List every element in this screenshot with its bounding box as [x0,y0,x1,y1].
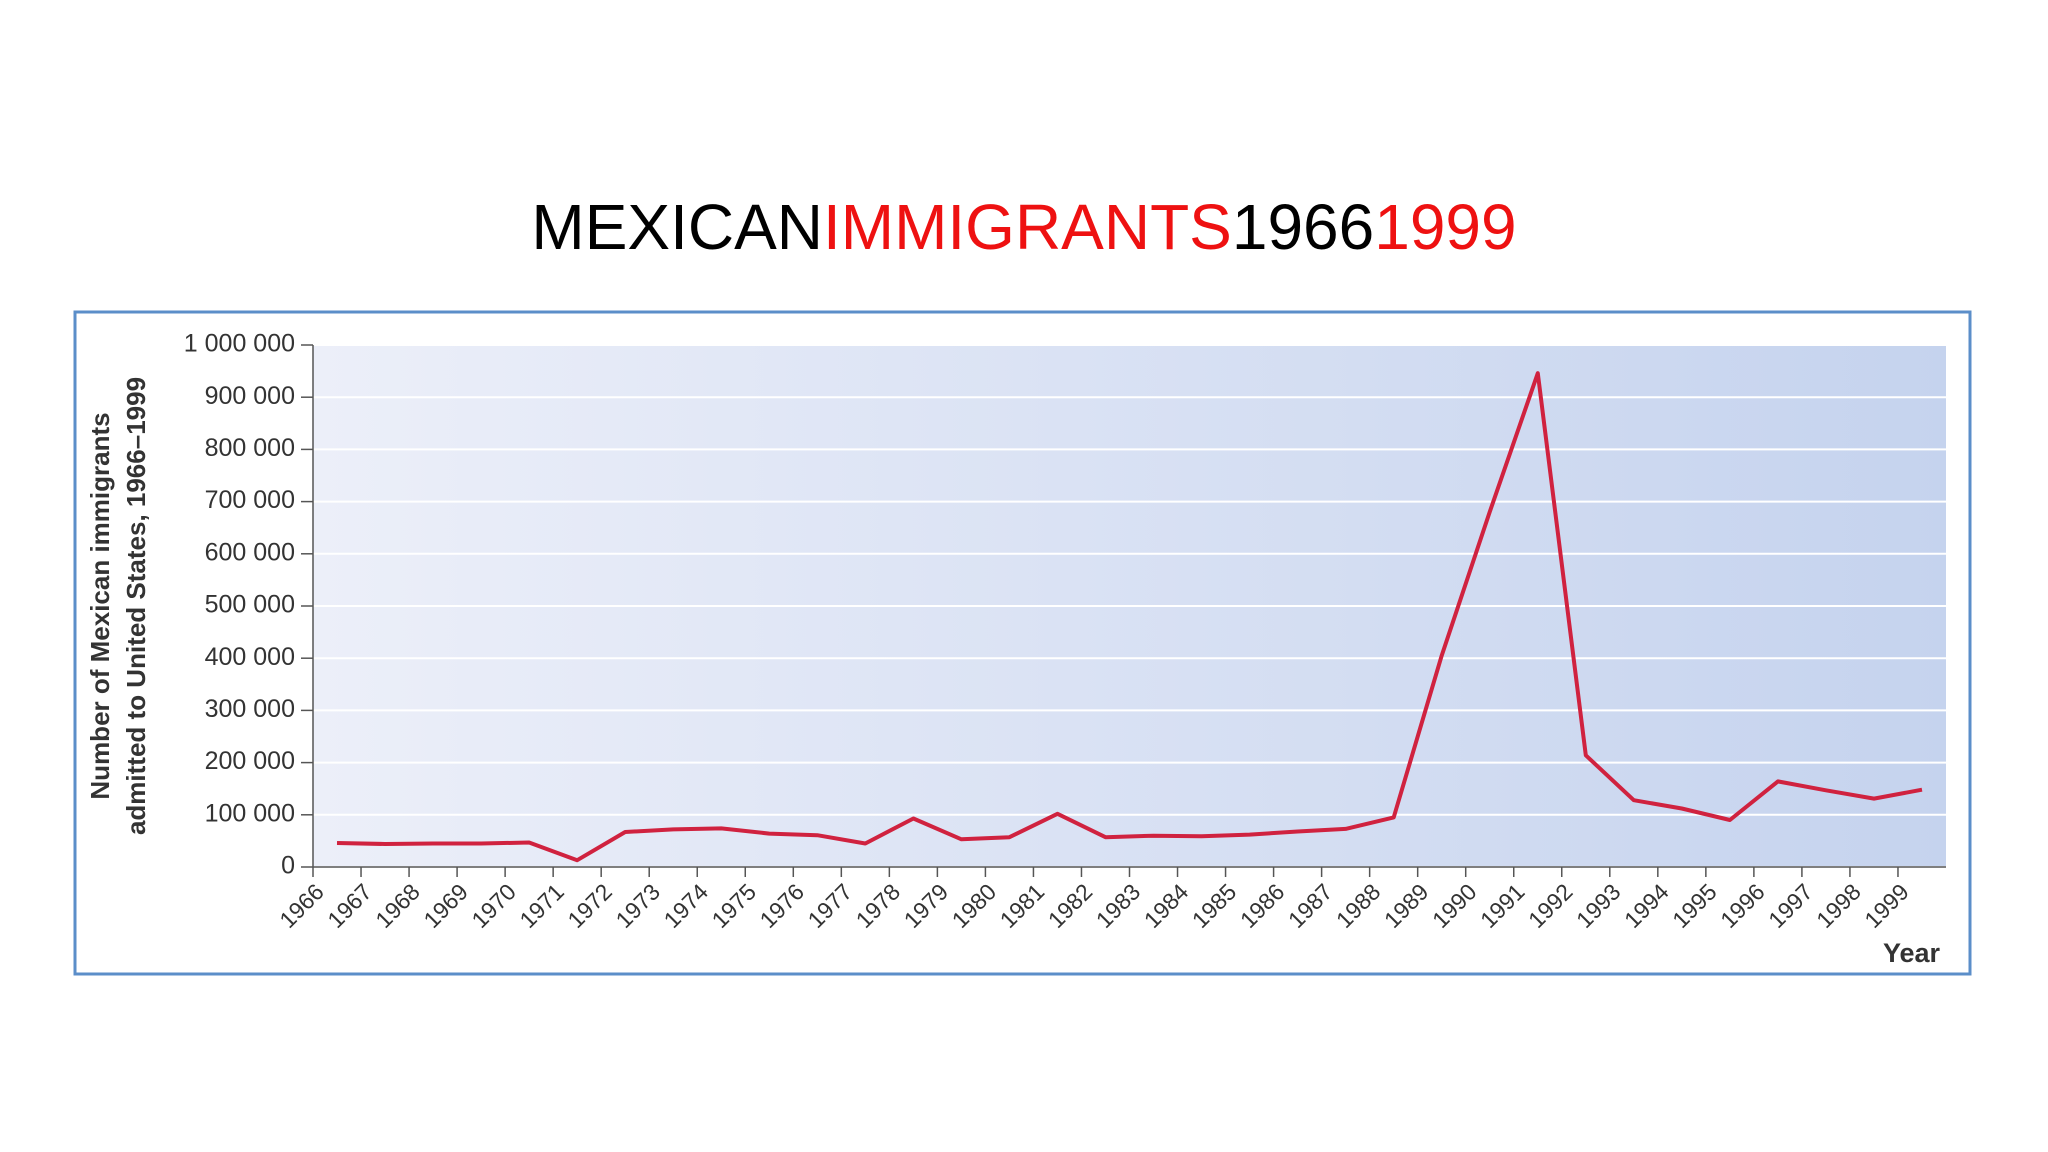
x-tick-label: 1978 [851,878,906,933]
x-tick-label: 1993 [1571,878,1626,933]
x-tick-label: 1974 [658,878,713,933]
y-tick-label: 100 000 [205,799,295,827]
x-tick-label: 1999 [1859,878,1914,933]
y-tick-label: 0 [281,852,295,880]
x-tick-label: 1977 [803,878,858,933]
x-tick-label: 1973 [610,878,665,933]
x-tick-label: 1966 [274,878,329,933]
title-part: IMMIGRANTS [823,191,1232,263]
x-tick-label: 1988 [1331,878,1386,933]
x-tick-label: 1984 [1139,878,1194,933]
y-tick-label: 700 000 [205,486,295,514]
y-tick-label: 600 000 [205,538,295,566]
x-tick-label: 1994 [1619,878,1674,933]
x-tick-label: 1967 [322,878,377,933]
x-tick-label: 1968 [370,878,425,933]
x-tick-label: 1969 [418,878,473,933]
y-tick-label: 500 000 [205,591,295,619]
x-axis-label: Year [1883,938,1941,968]
x-tick-label: 1997 [1763,878,1818,933]
data-line [336,371,1923,863]
x-tick-label: 1983 [1091,878,1146,933]
x-tick-label: 1979 [899,878,954,933]
x-tick-label: 1972 [562,878,617,933]
x-tick-label: 1991 [1475,878,1530,933]
x-tick-label: 1989 [1379,878,1434,933]
x-tick-label: 1985 [1187,878,1242,933]
x-tick-label: 1990 [1427,878,1482,933]
y-tick-label: 800 000 [205,434,295,462]
chart-frame [73,310,1972,976]
x-tick-label: 1970 [466,878,521,933]
y-tick-label: 1 000 000 [184,330,295,358]
slide-title: MEXICANIMMIGRANTS19661999 [531,191,1516,263]
x-tick-label: 1982 [1043,878,1098,933]
x-tick-label: 1986 [1235,878,1290,933]
y-tick-label: 300 000 [205,695,295,723]
title-part: 1966 [1232,191,1374,263]
y-tick-label: 200 000 [205,747,295,775]
x-tick-label: 1998 [1811,878,1866,933]
x-tick-label: 1996 [1715,878,1770,933]
title-part: 1999 [1374,191,1516,263]
y-tick-label: 900 000 [205,382,295,410]
x-tick-label: 1976 [755,878,810,933]
x-tick-label: 1981 [995,878,1050,933]
x-tick-label: 1995 [1667,878,1722,933]
y-axis-label: admitted to United States, 1966–1999 [121,377,151,835]
x-tick-label: 1992 [1523,878,1578,933]
x-tick-label: 1980 [947,878,1002,933]
x-tick-label: 1975 [707,878,762,933]
title-part: MEXICAN [531,191,823,263]
x-tick-label: 1971 [514,878,569,933]
x-tick-label: 1987 [1283,878,1338,933]
y-tick-label: 400 000 [205,643,295,671]
y-axis-label: Number of Mexican immigrants [85,412,115,799]
